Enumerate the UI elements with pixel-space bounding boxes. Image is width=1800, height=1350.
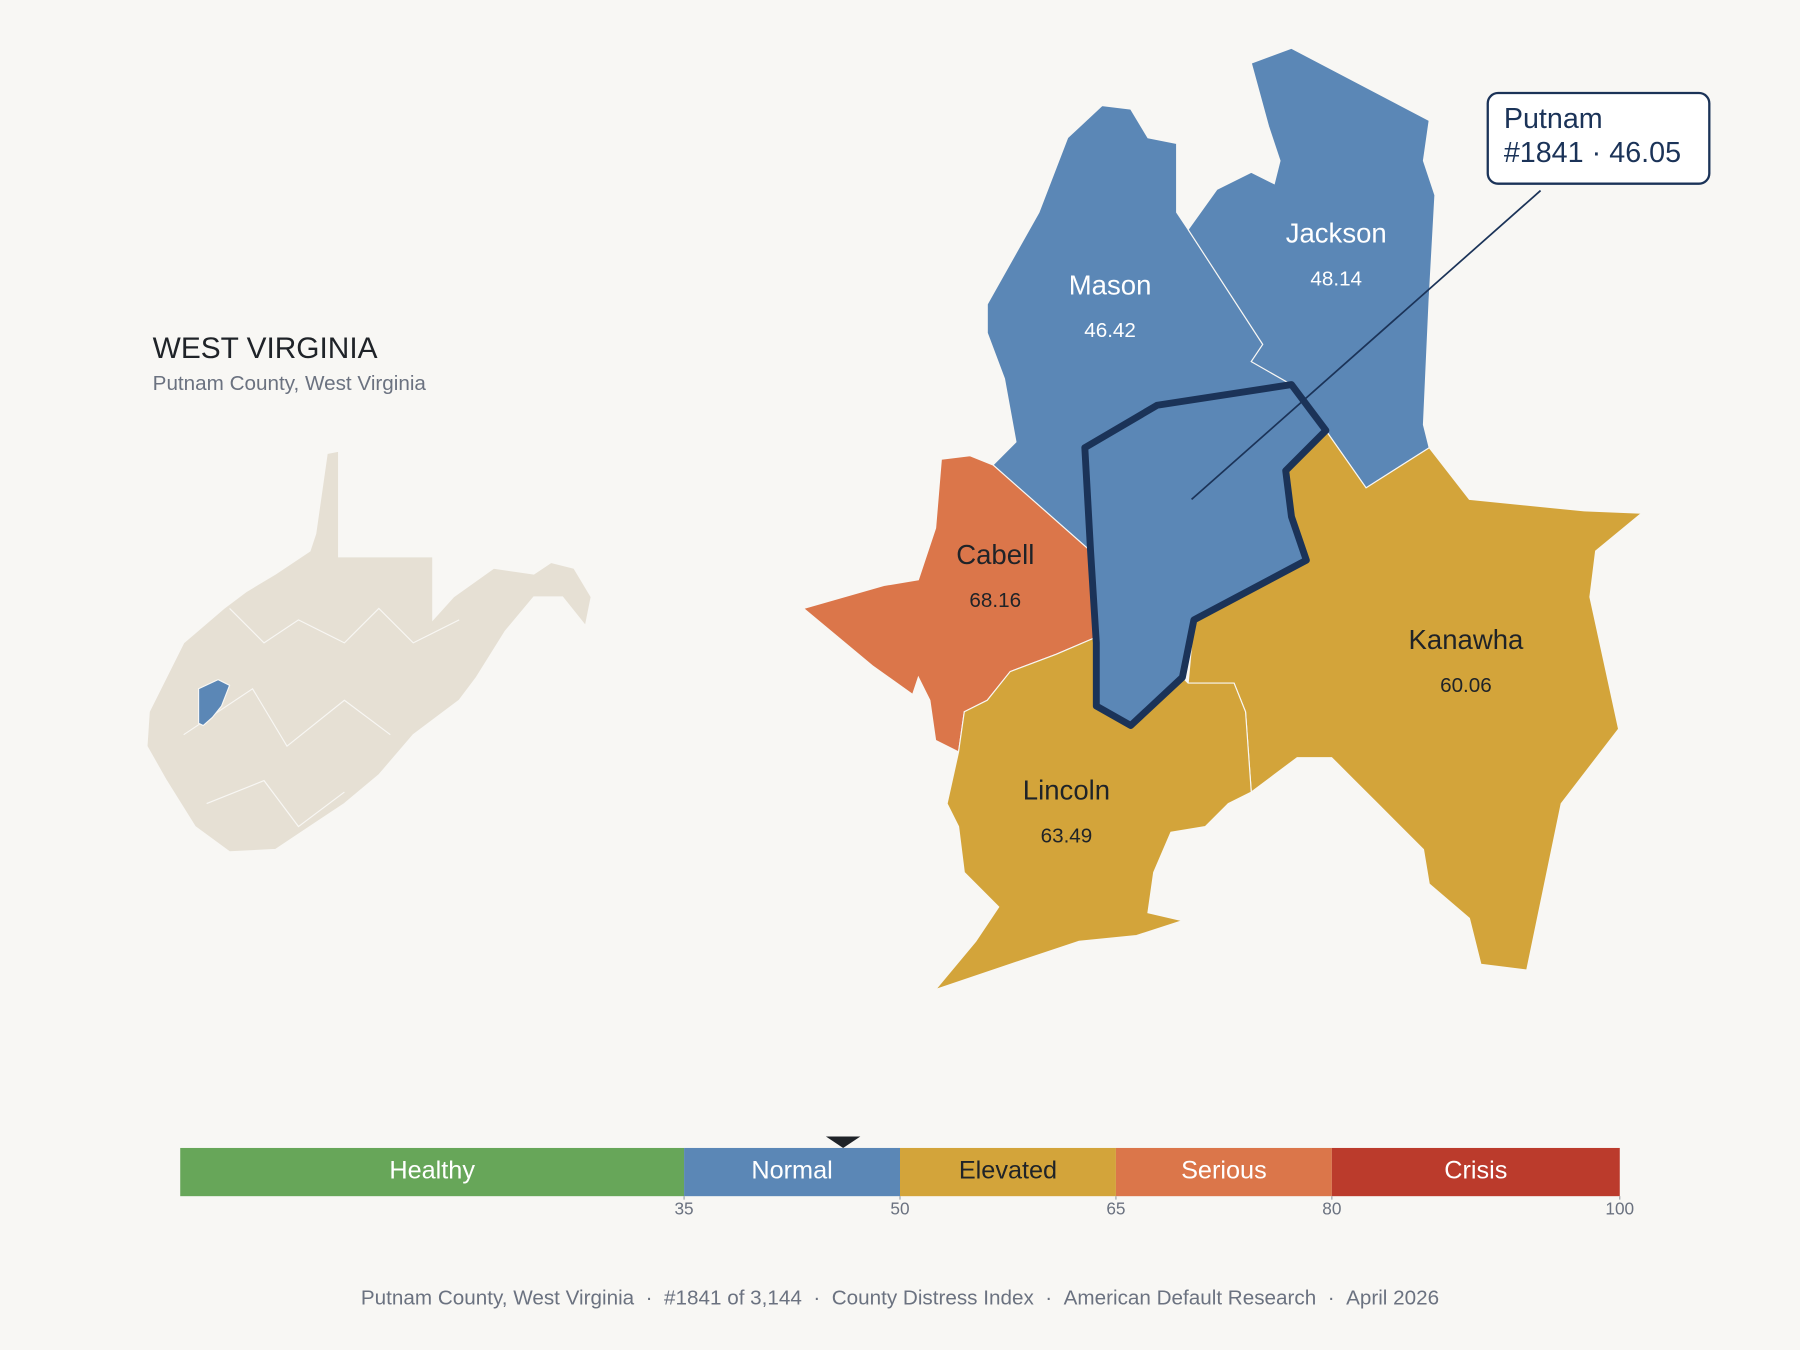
county-value: 48.14 <box>1310 268 1362 291</box>
footer: Putnam County, West Virginia · #1841 of 3,… <box>361 1287 1439 1310</box>
subtitle: Putnam County, West Virginia <box>153 372 427 395</box>
county <box>933 636 1252 991</box>
scale-band <box>900 1147 1116 1197</box>
band-label: Elevated <box>959 1157 1057 1185</box>
callout-name: Putnam <box>1504 103 1603 135</box>
callout-separator: · <box>1592 136 1602 168</box>
footer-separator: · <box>1328 1287 1335 1310</box>
footer-separator: · <box>813 1287 820 1310</box>
tick-label: 50 <box>890 1198 909 1218</box>
county-name: Jackson <box>1286 218 1387 249</box>
band-label: Normal <box>751 1157 832 1185</box>
state-title: WEST VIRGINIA <box>153 332 378 365</box>
county-value: 63.49 <box>1041 824 1093 847</box>
state-outline <box>146 450 592 853</box>
callout-score: 46.05 <box>1609 136 1681 168</box>
county-value: 46.42 <box>1084 319 1136 342</box>
tick-label: 35 <box>674 1198 693 1218</box>
callout-leader <box>1191 189 1542 501</box>
callout-rank: #1841 <box>1504 136 1584 168</box>
county-value: 60.06 <box>1440 674 1492 697</box>
county-value: 68.16 <box>969 589 1021 612</box>
scale-band <box>1115 1147 1332 1197</box>
inset-borders <box>206 779 345 828</box>
footer-part: American Default Research <box>1064 1287 1317 1310</box>
inset-borders <box>183 687 391 748</box>
scale-band <box>684 1147 900 1197</box>
callout-box <box>1486 91 1711 185</box>
footer-part: Putnam County, West Virginia <box>361 1287 635 1310</box>
band-label: Healthy <box>389 1157 475 1185</box>
footer-part: County Distress Index <box>832 1287 1035 1310</box>
band-label: Serious <box>1181 1157 1267 1185</box>
county-layer <box>802 47 1644 991</box>
county-name: Lincoln <box>1023 774 1110 805</box>
scale-band <box>180 1147 685 1197</box>
inset-borders <box>229 607 460 644</box>
county-name: Kanawha <box>1409 624 1525 655</box>
callout-detail: #1841 · 46.05 <box>1504 136 1681 168</box>
inset-highlight <box>198 678 231 727</box>
tick-label: 65 <box>1106 1198 1125 1218</box>
tick-label: 100 <box>1605 1198 1634 1218</box>
footer-part: #1841 of 3,144 <box>664 1287 802 1310</box>
footer-part: April 2026 <box>1346 1287 1439 1310</box>
scale-band <box>1331 1147 1620 1197</box>
band-label: Crisis <box>1444 1157 1507 1185</box>
county-labels: Mason 46.42 Jackson 48.14 Cabell 68.16 Kanawha… <box>956 218 1524 848</box>
county-name: Mason <box>1069 269 1152 300</box>
score-marker <box>825 1136 861 1148</box>
footer-separator: · <box>646 1287 653 1310</box>
footer-separator: · <box>1045 1287 1052 1310</box>
distress-scale: Healthy Normal Elevated Serious Crisis 35 50 65… <box>180 1136 1634 1218</box>
tick-label: 80 <box>1322 1198 1341 1218</box>
county-name: Cabell <box>956 539 1034 570</box>
